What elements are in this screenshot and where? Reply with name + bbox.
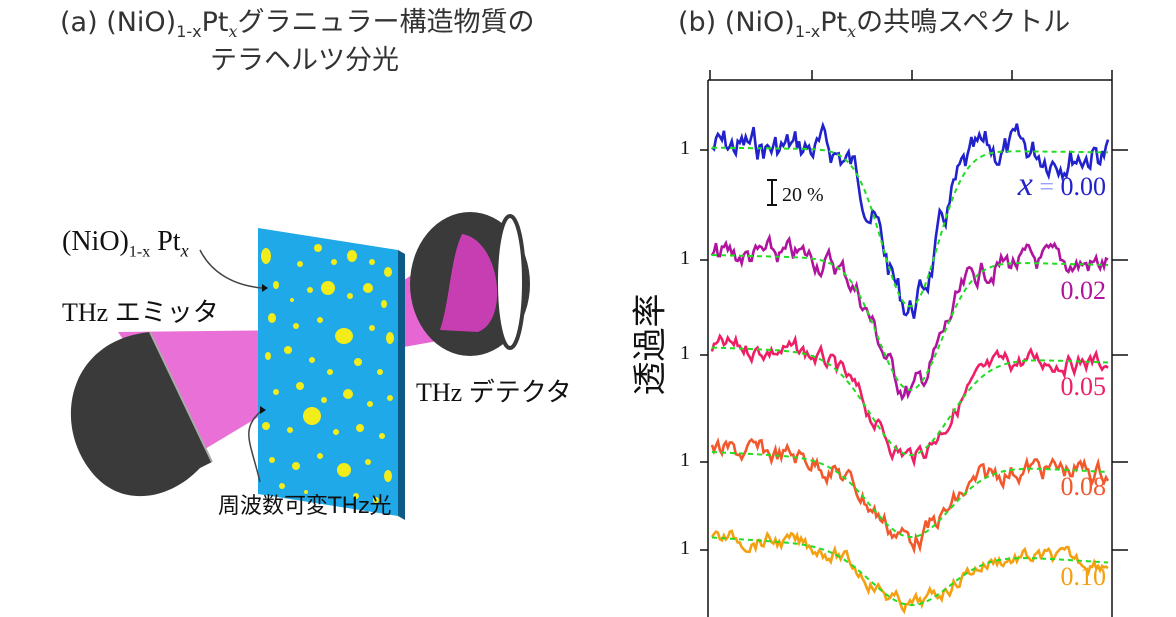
detector-label: THz デテクタ (416, 378, 572, 407)
pt-grains (261, 244, 394, 503)
series-label: 0.02 (1060, 276, 1107, 305)
sample-label: (NiO)1-x Ptx (62, 226, 189, 261)
panel-a-title: (a) (NiO)1-xPtxグラニュラー構造物質の (60, 7, 535, 41)
panel-a-title-line2: テラヘルツ分光 (210, 45, 399, 76)
scale-bar-label: 20 % (782, 184, 824, 206)
sample-label-leader (199, 249, 263, 289)
series-line-0.05 (710, 333, 1109, 468)
fit-line-0.00 (712, 146, 1108, 308)
light-label-leader (248, 409, 263, 483)
panel-a-diagram (70, 212, 530, 520)
fit-line-0.10 (711, 536, 1109, 607)
sample-edge (398, 250, 405, 520)
fit-line-0.08 (711, 451, 1109, 538)
tick-label: 1 (680, 342, 690, 364)
series-label: 0.08 (1060, 472, 1107, 501)
series-line-0.10 (710, 529, 1109, 615)
series-line-0.02 (710, 233, 1109, 402)
plot-frame (707, 70, 1113, 617)
light-label: 周波数可変THz光 (218, 494, 392, 519)
series-label: 0.05 (1060, 372, 1107, 401)
thz-emitter (70, 332, 212, 497)
tick-label: 1 (680, 137, 690, 159)
series-line-0.00 (711, 121, 1110, 319)
scale-bar (767, 179, 777, 206)
fit-line-0.02 (711, 254, 1108, 392)
emitter-label: THz エミッタ (62, 298, 219, 327)
tick-label: 1 (680, 247, 690, 269)
series-label: 0.10 (1060, 562, 1107, 591)
tick-label: 1 (680, 537, 690, 559)
tick-label: 1 (680, 449, 690, 471)
fit-line-0.05 (711, 346, 1109, 456)
series-label: x = 0.00 (1017, 166, 1106, 203)
panel-b-title: (b) (NiO)1-xPtxの共鳴スペクトル (678, 7, 1071, 41)
series-line-0.08 (710, 437, 1110, 555)
y-axis-label: 透過率 (630, 293, 671, 396)
